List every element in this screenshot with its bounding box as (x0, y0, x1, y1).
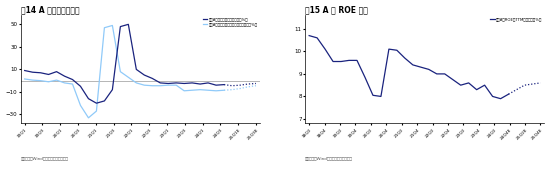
Legend: 全部A股归非净利润累计同比（%）, 全部A股剔除金融归非净利润累计同比（%）: 全部A股归非净利润累计同比（%）, 全部A股剔除金融归非净利润累计同比（%） (202, 17, 258, 26)
Text: 图14 A 股利润增速预测: 图14 A 股利润增速预测 (21, 6, 79, 15)
Legend: 全部A股ROE（TTM，整体法，%）: 全部A股ROE（TTM，整体法，%） (490, 17, 542, 21)
Text: 资料来源：Wind，海通证券研究所测算: 资料来源：Wind，海通证券研究所测算 (21, 156, 69, 160)
Text: 资料来源：Wind，海通证券研究所测算: 资料来源：Wind，海通证券研究所测算 (305, 156, 353, 160)
Text: 图15 A 股 ROE 预测: 图15 A 股 ROE 预测 (305, 6, 368, 15)
